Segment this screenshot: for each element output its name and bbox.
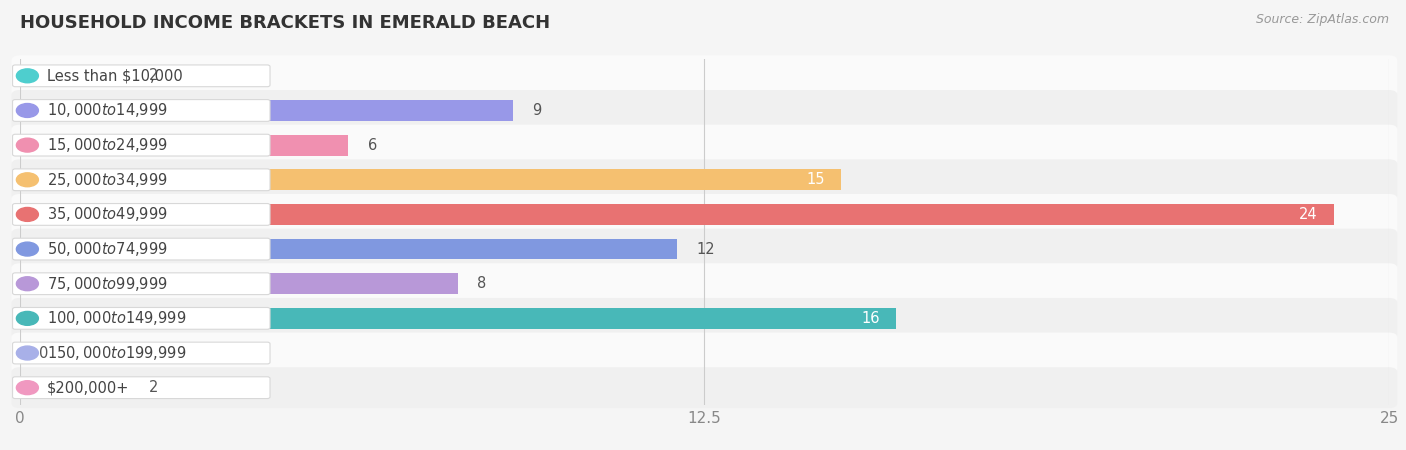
Text: 16: 16 bbox=[862, 311, 880, 326]
Text: $15,000 to $24,999: $15,000 to $24,999 bbox=[48, 136, 167, 154]
Circle shape bbox=[17, 104, 38, 117]
Text: 8: 8 bbox=[477, 276, 486, 291]
Circle shape bbox=[17, 381, 38, 395]
Text: $25,000 to $34,999: $25,000 to $34,999 bbox=[48, 171, 167, 189]
FancyBboxPatch shape bbox=[13, 307, 270, 329]
Text: $150,000 to $199,999: $150,000 to $199,999 bbox=[48, 344, 187, 362]
Text: $100,000 to $149,999: $100,000 to $149,999 bbox=[48, 310, 187, 328]
Circle shape bbox=[17, 346, 38, 360]
FancyBboxPatch shape bbox=[11, 333, 1398, 374]
FancyBboxPatch shape bbox=[11, 90, 1398, 131]
FancyBboxPatch shape bbox=[11, 55, 1398, 96]
Text: $10,000 to $14,999: $10,000 to $14,999 bbox=[48, 102, 167, 120]
FancyBboxPatch shape bbox=[11, 298, 1398, 339]
Circle shape bbox=[17, 138, 38, 152]
Text: Less than $10,000: Less than $10,000 bbox=[48, 68, 183, 83]
FancyBboxPatch shape bbox=[13, 134, 270, 156]
FancyBboxPatch shape bbox=[13, 342, 270, 364]
Text: $75,000 to $99,999: $75,000 to $99,999 bbox=[48, 274, 167, 293]
Circle shape bbox=[17, 173, 38, 187]
Circle shape bbox=[17, 69, 38, 83]
Text: 2: 2 bbox=[149, 380, 157, 395]
FancyBboxPatch shape bbox=[11, 367, 1398, 408]
Text: $200,000+: $200,000+ bbox=[48, 380, 129, 395]
FancyBboxPatch shape bbox=[13, 65, 270, 87]
Bar bbox=[20, 169, 841, 190]
Circle shape bbox=[17, 207, 38, 221]
Bar bbox=[20, 135, 349, 156]
FancyBboxPatch shape bbox=[13, 238, 270, 260]
Text: 2: 2 bbox=[149, 68, 157, 83]
Text: HOUSEHOLD INCOME BRACKETS IN EMERALD BEACH: HOUSEHOLD INCOME BRACKETS IN EMERALD BEA… bbox=[20, 14, 550, 32]
FancyBboxPatch shape bbox=[13, 377, 270, 399]
FancyBboxPatch shape bbox=[11, 159, 1398, 200]
FancyBboxPatch shape bbox=[13, 273, 270, 295]
Text: Source: ZipAtlas.com: Source: ZipAtlas.com bbox=[1256, 14, 1389, 27]
Text: 12: 12 bbox=[696, 242, 714, 256]
Text: 24: 24 bbox=[1299, 207, 1317, 222]
FancyBboxPatch shape bbox=[11, 194, 1398, 235]
Bar bbox=[20, 100, 513, 121]
FancyBboxPatch shape bbox=[11, 263, 1398, 304]
Bar bbox=[20, 273, 458, 294]
FancyBboxPatch shape bbox=[13, 169, 270, 191]
FancyBboxPatch shape bbox=[11, 125, 1398, 166]
Text: 9: 9 bbox=[531, 103, 541, 118]
Text: $50,000 to $74,999: $50,000 to $74,999 bbox=[48, 240, 167, 258]
Circle shape bbox=[17, 242, 38, 256]
Bar bbox=[20, 238, 678, 260]
Bar bbox=[20, 204, 1334, 225]
Bar bbox=[20, 65, 129, 86]
Bar bbox=[20, 377, 129, 398]
FancyBboxPatch shape bbox=[13, 99, 270, 122]
Text: 6: 6 bbox=[367, 138, 377, 153]
Text: $35,000 to $49,999: $35,000 to $49,999 bbox=[48, 205, 167, 224]
Text: 0: 0 bbox=[39, 346, 48, 360]
Text: 15: 15 bbox=[807, 172, 825, 187]
FancyBboxPatch shape bbox=[13, 203, 270, 225]
Bar bbox=[20, 308, 896, 329]
FancyBboxPatch shape bbox=[11, 229, 1398, 270]
Circle shape bbox=[17, 277, 38, 291]
Circle shape bbox=[17, 311, 38, 325]
